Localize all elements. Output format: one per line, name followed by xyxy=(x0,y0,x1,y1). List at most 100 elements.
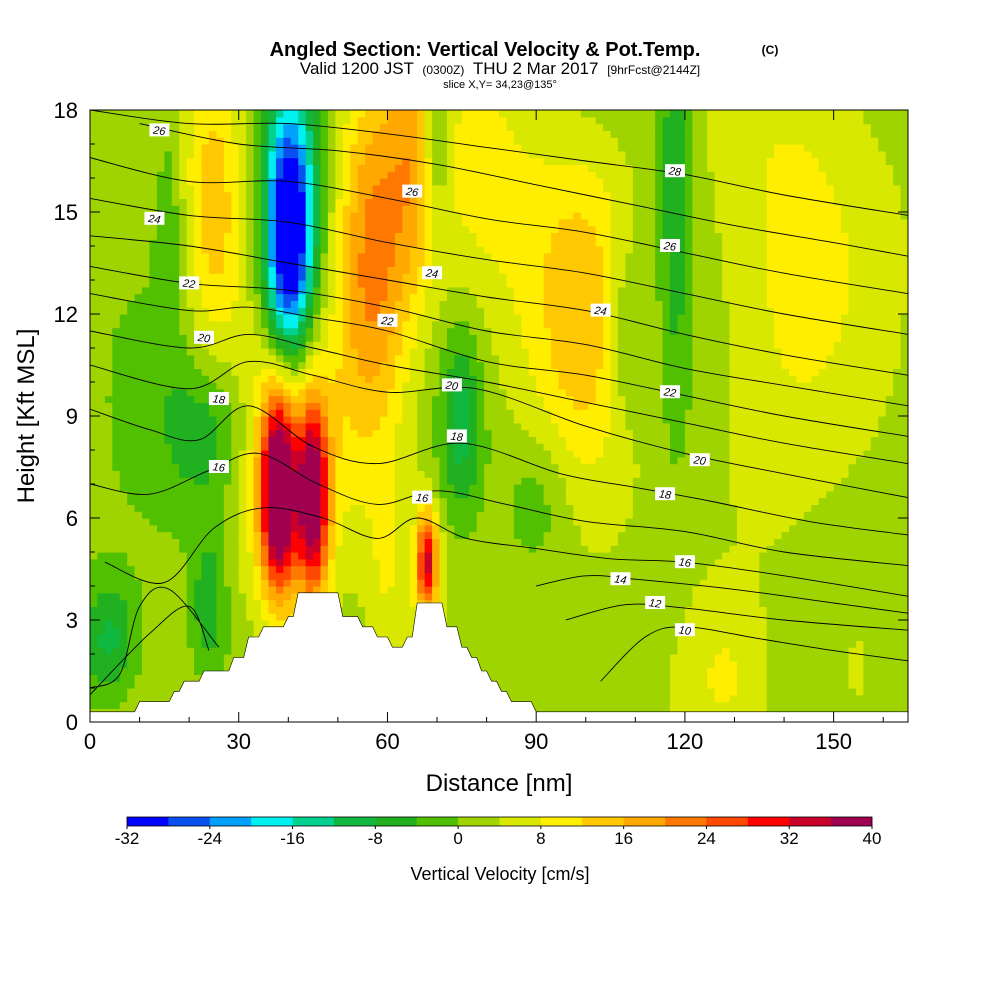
velocity-cell xyxy=(655,647,664,655)
velocity-cell xyxy=(900,688,908,696)
velocity-cell xyxy=(476,633,485,641)
velocity-cell xyxy=(707,586,716,594)
velocity-cell xyxy=(424,524,433,533)
velocity-cell xyxy=(342,592,351,601)
velocity-cell xyxy=(90,531,99,539)
velocity-cell xyxy=(365,524,374,533)
velocity-cell xyxy=(223,450,232,458)
velocity-cell xyxy=(729,552,738,560)
velocity-cell xyxy=(551,674,560,682)
velocity-cell xyxy=(290,572,299,580)
velocity-cell xyxy=(841,565,850,573)
velocity-cell xyxy=(551,552,560,560)
velocity-cell xyxy=(357,504,366,512)
velocity-cell xyxy=(789,599,798,607)
velocity-cell xyxy=(811,436,820,444)
velocity-cell xyxy=(811,497,820,505)
velocity-cell xyxy=(818,647,827,655)
velocity-cell xyxy=(528,654,537,662)
velocity-cell xyxy=(536,552,545,560)
velocity-cell xyxy=(506,531,515,539)
velocity-cell xyxy=(796,674,805,682)
velocity-cell xyxy=(774,524,783,533)
velocity-cell xyxy=(736,667,745,675)
velocity-cell xyxy=(870,524,879,533)
velocity-cell xyxy=(223,633,232,641)
velocity-cell xyxy=(759,490,768,499)
velocity-cell xyxy=(692,443,701,451)
velocity-cell xyxy=(380,477,389,485)
velocity-cell xyxy=(238,552,247,560)
velocity-cell xyxy=(759,416,768,424)
velocity-cell xyxy=(208,484,218,492)
velocity-cell xyxy=(186,531,195,539)
velocity-cell xyxy=(647,504,656,512)
velocity-cell xyxy=(261,538,270,546)
velocity-cell xyxy=(617,552,627,560)
velocity-cell xyxy=(454,626,463,635)
velocity-cell xyxy=(565,416,574,424)
velocity-cell xyxy=(714,565,723,573)
velocity-cell xyxy=(171,416,180,424)
velocity-cell xyxy=(164,450,173,458)
velocity-cell xyxy=(335,511,344,519)
velocity-cell xyxy=(766,626,775,635)
velocity-cell xyxy=(350,545,359,553)
velocity-cell xyxy=(335,552,344,560)
velocity-cell xyxy=(171,497,180,505)
velocity-cell xyxy=(863,552,872,560)
velocity-cell xyxy=(670,429,679,437)
velocity-cell xyxy=(112,688,121,696)
velocity-cell xyxy=(670,674,679,682)
velocity-cell xyxy=(134,572,143,580)
velocity-cell xyxy=(751,531,760,539)
velocity-cell xyxy=(699,660,708,669)
velocity-cell xyxy=(432,497,441,505)
velocity-cell xyxy=(409,463,418,471)
velocity-cell xyxy=(543,524,552,533)
velocity-cell xyxy=(387,456,396,465)
velocity-cell xyxy=(900,640,908,648)
velocity-cell xyxy=(461,565,470,573)
velocity-cell xyxy=(699,538,708,546)
velocity-cell xyxy=(216,504,225,512)
velocity-cell xyxy=(796,606,805,614)
velocity-cell xyxy=(424,456,433,465)
velocity-cell xyxy=(432,524,441,533)
velocity-cell xyxy=(841,633,850,641)
velocity-cell xyxy=(796,450,805,458)
velocity-cell xyxy=(536,647,545,655)
velocity-cell xyxy=(826,640,835,648)
velocity-cell xyxy=(194,599,203,607)
velocity-cell xyxy=(127,701,136,709)
velocity-cell xyxy=(119,626,128,635)
velocity-cell xyxy=(439,504,448,512)
velocity-cell xyxy=(469,497,478,505)
velocity-cell xyxy=(640,477,649,485)
velocity-cell xyxy=(714,477,723,485)
velocity-cell xyxy=(201,572,210,580)
velocity-cell xyxy=(446,463,455,471)
velocity-cell xyxy=(290,470,299,478)
velocity-cell xyxy=(469,558,478,567)
velocity-cell xyxy=(372,511,381,519)
velocity-cell xyxy=(104,647,113,655)
velocity-cell xyxy=(521,626,530,635)
velocity-cell xyxy=(565,422,574,431)
velocity-cell xyxy=(900,497,908,505)
velocity-cell xyxy=(603,518,612,526)
velocity-cell xyxy=(484,484,493,492)
velocity-cell xyxy=(655,552,664,560)
velocity-cell xyxy=(565,592,574,601)
velocity-cell xyxy=(841,701,850,709)
velocity-cell xyxy=(112,667,121,675)
velocity-cell xyxy=(290,579,299,587)
velocity-cell xyxy=(127,592,136,601)
velocity-cell xyxy=(402,416,411,424)
velocity-cell xyxy=(826,552,835,560)
velocity-cell xyxy=(565,613,574,621)
velocity-cell xyxy=(305,504,314,512)
velocity-cell xyxy=(632,463,641,471)
velocity-cell xyxy=(134,558,143,567)
velocity-cell xyxy=(461,484,470,492)
